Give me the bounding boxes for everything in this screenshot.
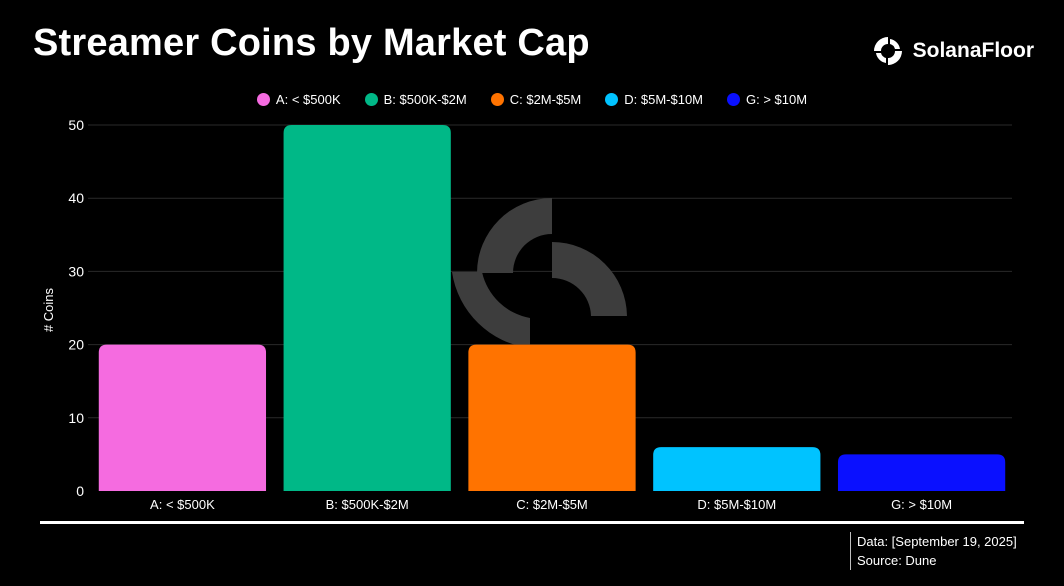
data-date: Data: [September 19, 2025] <box>857 534 1017 549</box>
y-tick-label: 0 <box>76 483 84 499</box>
footer-divider <box>40 521 1024 524</box>
x-axis-ticks: A: < $500K B: $500K-$2M C: $2M-$5M D: $5M-$… <box>150 497 952 512</box>
y-tick-label: 50 <box>68 117 84 133</box>
legend-item[interactable]: G: > $10M <box>727 92 807 107</box>
y-tick-label: 10 <box>68 410 84 426</box>
legend-label: A: < $500K <box>275 92 341 107</box>
x-tick-label: G: > $10M <box>891 497 952 512</box>
legend-swatch <box>256 93 270 106</box>
y-tick-label: 30 <box>68 263 84 279</box>
y-axis-label: # Coins <box>41 287 56 332</box>
legend-swatch <box>727 93 741 106</box>
brand-logo: SolanaFloor <box>871 34 1034 68</box>
data-source: Source: Dune <box>857 553 937 568</box>
chart-legend: A: < $500K B: $500K-$2M C: $2M-$5M D: $5M-$… <box>0 92 1064 107</box>
x-tick-label: D: $5M-$10M <box>697 497 776 512</box>
bar[interactable] <box>837 454 1006 491</box>
y-tick-label: 20 <box>68 337 84 353</box>
chart-title: Streamer Coins by Market Cap <box>33 22 590 64</box>
y-tick-label: 40 <box>68 190 84 206</box>
legend-swatch <box>364 93 378 106</box>
x-tick-label: B: $500K-$2M <box>326 497 409 512</box>
bar[interactable] <box>653 447 821 491</box>
source-note: Data: [September 19, 2025] Source: Dune <box>850 532 1017 570</box>
bar[interactable] <box>283 125 451 491</box>
x-tick-label: C: $2M-$5M <box>516 497 588 512</box>
legend-item[interactable]: D: $5M-$10M <box>605 92 703 107</box>
legend-label: G: > $10M <box>746 92 808 107</box>
legend-swatch <box>605 93 619 106</box>
legend-item[interactable]: A: < $500K <box>256 92 341 107</box>
solanafloor-logo-icon <box>873 37 902 65</box>
legend-item[interactable]: C: $2M-$5M <box>490 92 582 107</box>
bars <box>98 125 1006 491</box>
legend-label: B: $500K-$2M <box>383 92 467 107</box>
legend-label: D: $5M-$10M <box>624 92 704 107</box>
brand-name: SolanaFloor <box>912 39 1034 62</box>
x-tick-label: A: < $500K <box>150 497 215 512</box>
legend-item[interactable]: B: $500K-$2M <box>364 92 467 107</box>
legend-label: C: $2M-$5M <box>509 92 582 107</box>
legend-swatch <box>490 93 504 106</box>
bar[interactable] <box>98 344 267 491</box>
bar[interactable] <box>468 344 636 491</box>
solanafloor-watermark-icon <box>452 198 627 348</box>
y-axis-ticks: 0 10 20 30 40 50 <box>68 117 84 499</box>
